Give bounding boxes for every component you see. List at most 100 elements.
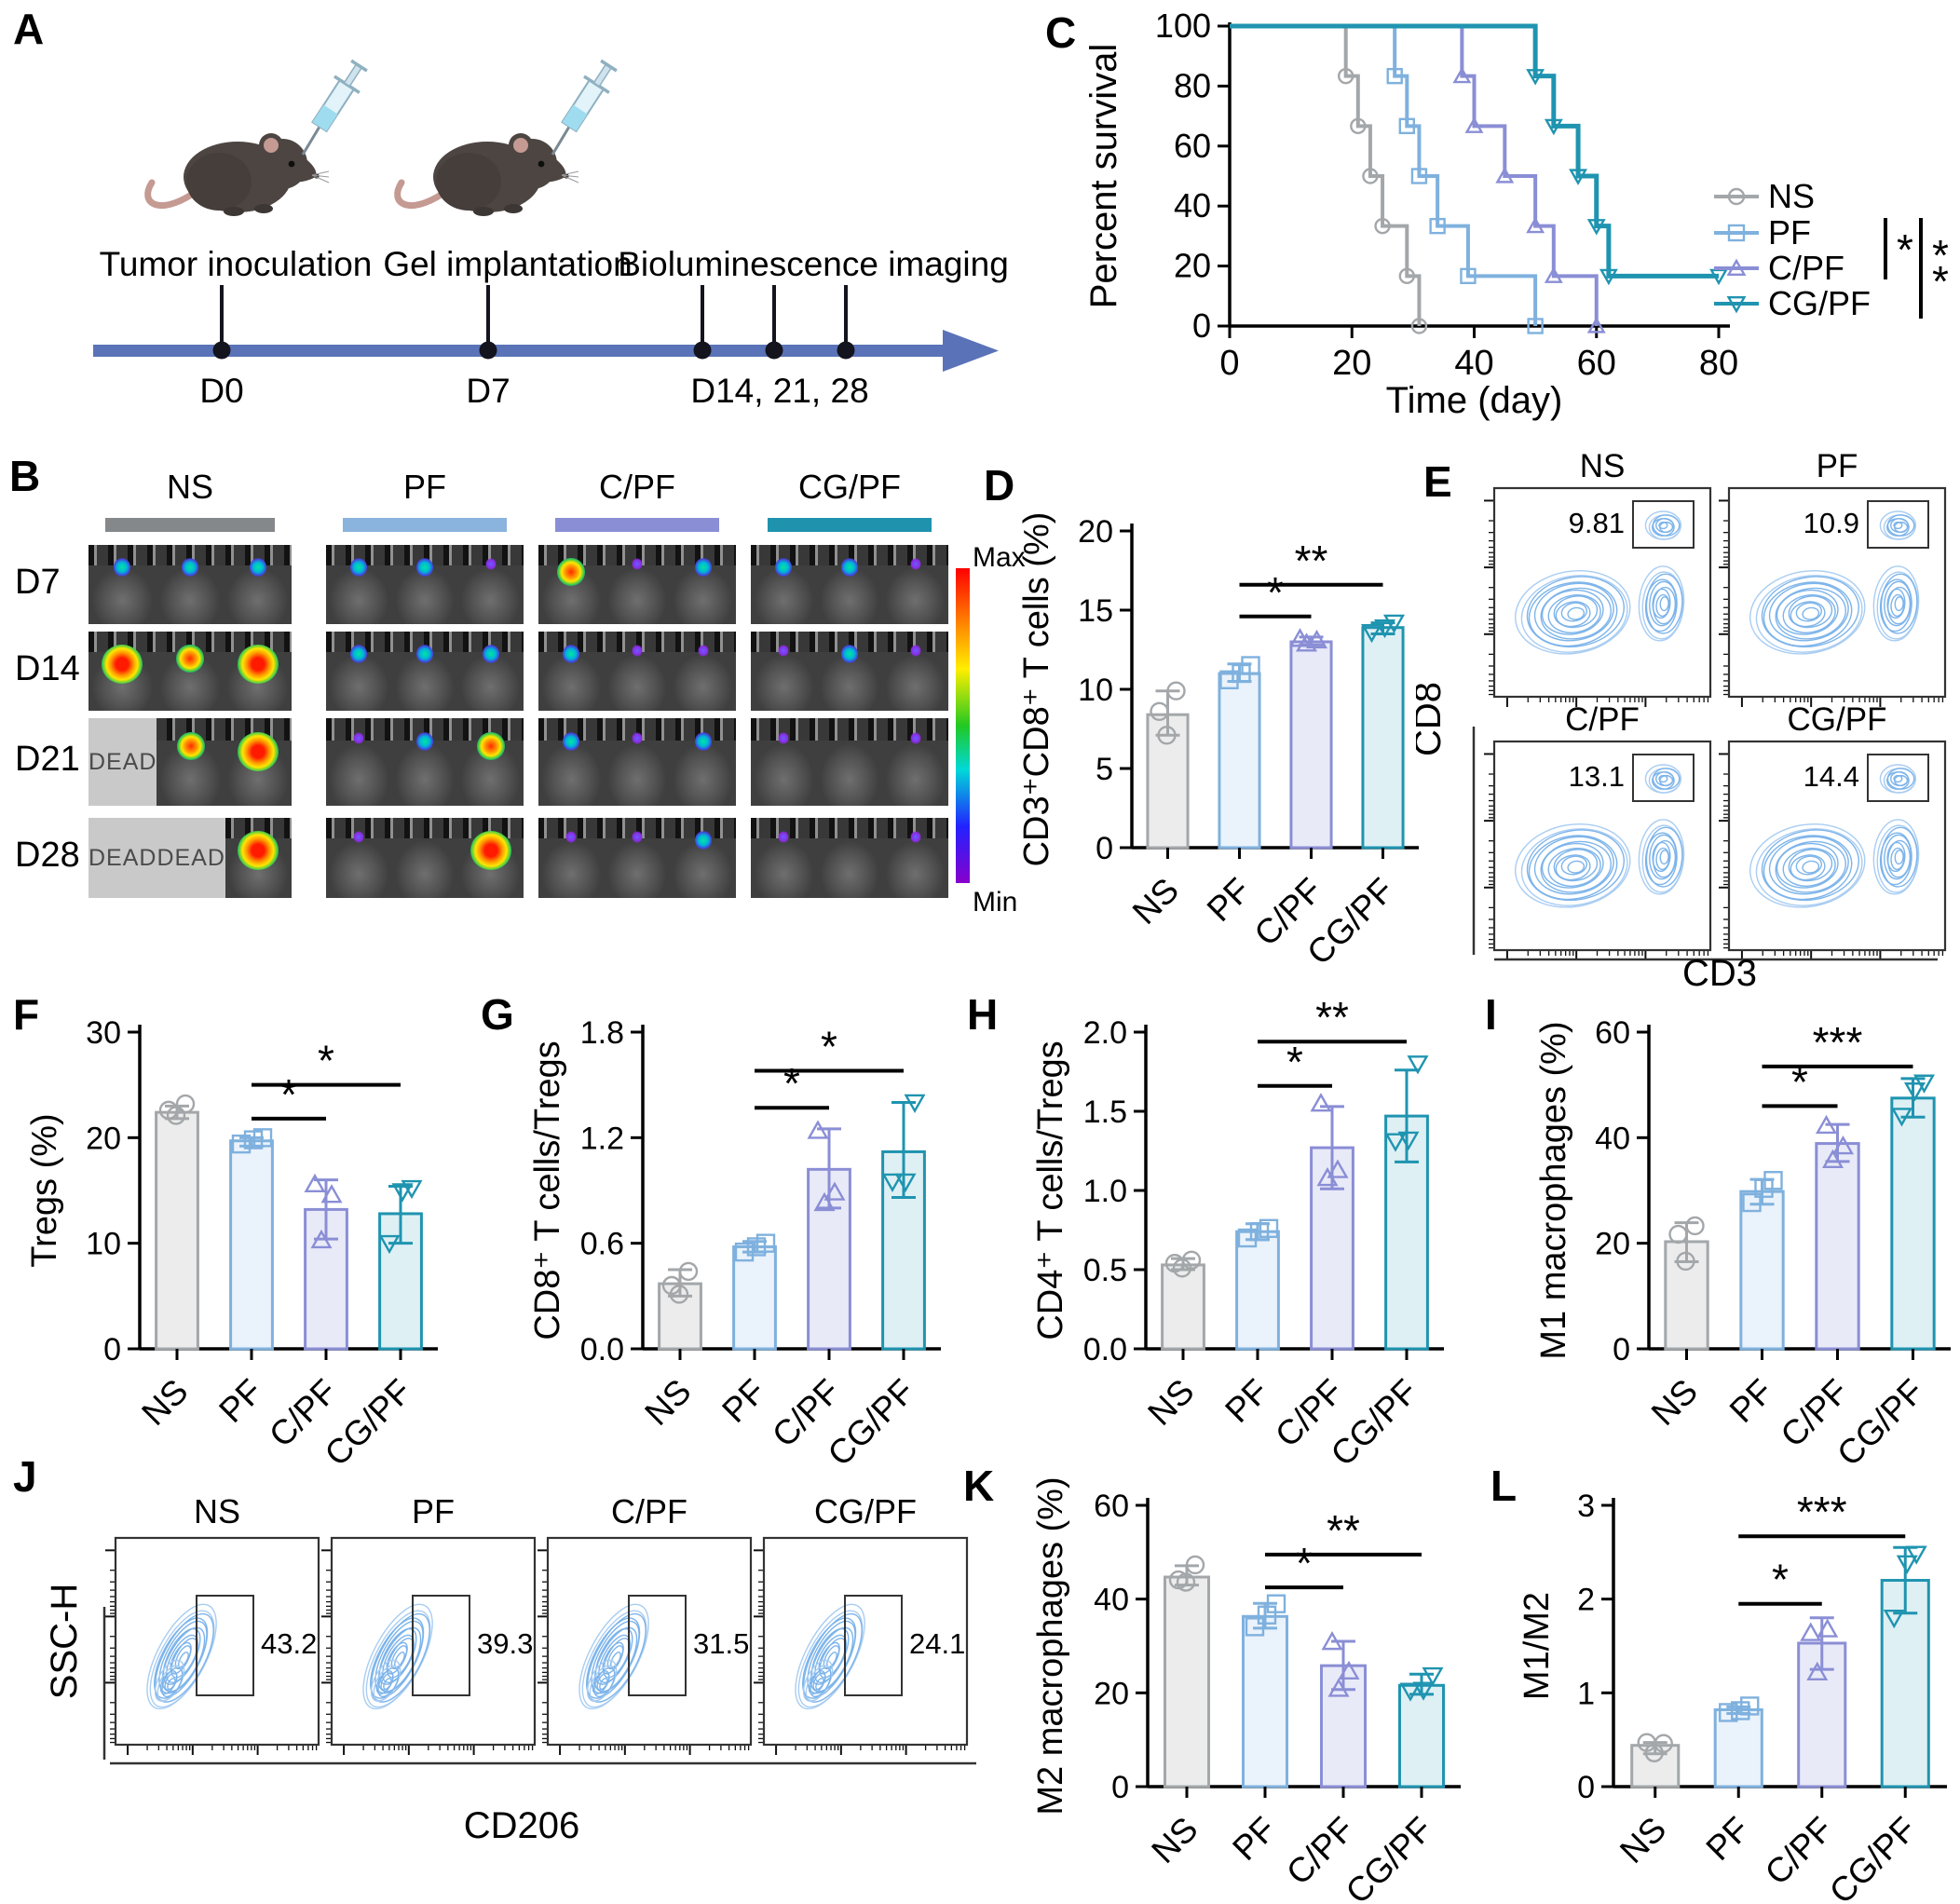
- y-axis-title: M1 macrophages (%): [1534, 1021, 1573, 1359]
- mouse-image-slot: [88, 632, 157, 711]
- data-point: [1181, 1250, 1202, 1270]
- x-tick-label: 40: [1454, 344, 1493, 383]
- mouse-image-slot: [604, 545, 671, 624]
- contour-ring: [170, 1638, 198, 1679]
- data-point: [894, 1173, 917, 1192]
- contour-ring: [819, 1638, 847, 1679]
- contour-ring: [1775, 587, 1846, 640]
- y-axis-title: Percent survival: [1083, 44, 1124, 309]
- legend-marker-PF: [1727, 224, 1746, 242]
- bar-C/PF: [1815, 1142, 1860, 1351]
- contour-ring: [1541, 589, 1604, 635]
- gate-box: [196, 1595, 254, 1696]
- contour-ring: [1761, 829, 1860, 902]
- bioluminescence-spot: [694, 830, 712, 850]
- contour-ring: [1894, 596, 1904, 612]
- y-tick-label: 0.5: [1083, 1253, 1127, 1288]
- gate-value: 24.1: [909, 1627, 965, 1660]
- mouse-image-slot: [816, 545, 883, 624]
- data-point: [1740, 1696, 1760, 1716]
- data-point: [881, 1173, 904, 1192]
- bioluminescence-cell-D7-C/PF: [538, 545, 736, 624]
- y-tick-label: 40: [1094, 1583, 1129, 1618]
- y-tick-label: 20: [86, 1121, 121, 1156]
- panel-l-label: L: [1490, 1462, 1518, 1510]
- flow-plot-box: [546, 1536, 753, 1747]
- x-category-label: CG/PF: [1822, 1810, 1924, 1904]
- bioluminescence-spot: [557, 557, 586, 586]
- panel-b-bioluminescence-images: Max Min NS PF C/PF CG/PF D7 D14 D21 DEAD D28 DEAD…: [0, 447, 1034, 983]
- km-marker: [1410, 168, 1428, 184]
- x-category-label: NS: [637, 1372, 698, 1433]
- y-tick-label: 1.5: [1083, 1095, 1127, 1130]
- panel-l-m1m2-bar-chart: 0 1 2 3 M1/M2 NS PF C/PF CG/PF * ***: [1509, 1472, 1960, 1904]
- data-point: [1817, 1618, 1839, 1638]
- flow-plot-box: [1727, 486, 1947, 699]
- x-category-label: NS: [1613, 1810, 1673, 1870]
- y-tick-label: 20: [1094, 1676, 1129, 1711]
- bioluminescence-cell-D28-CG/PF: [751, 818, 948, 898]
- panel-c-label: C: [1045, 8, 1077, 57]
- km-marker: [1386, 67, 1403, 85]
- survival-chart: 0 20 40 60 80 100 0 20 40 60 80 Time (day) Percent s…: [1083, 7, 1949, 421]
- mouse-whisker: [311, 174, 330, 184]
- contour-ring: [1528, 581, 1618, 647]
- bioluminescence-spot: [778, 732, 789, 745]
- bar-PF: [1241, 1614, 1289, 1788]
- significance-label: *: [783, 1059, 800, 1108]
- legend-label-CG/PF: CG/PF: [1768, 284, 1871, 322]
- contour-ring: [1788, 595, 1833, 629]
- data-point: [1685, 1216, 1705, 1236]
- timeline-dot: [479, 341, 497, 360]
- group-header-PF: PF: [402, 468, 446, 506]
- mouse-image-slot: [882, 545, 948, 624]
- mouse-foot: [224, 207, 244, 216]
- data-point: [1903, 1082, 1926, 1102]
- km-curve-NS: [1230, 24, 1422, 326]
- timeline-day-label: D14, 21, 28: [690, 372, 868, 410]
- timeline-dot: [765, 341, 783, 360]
- significance-label: *: [1897, 225, 1913, 274]
- contour-ring: [1790, 601, 1826, 628]
- panel-d-label: D: [984, 461, 1015, 510]
- contour-ring: [377, 1666, 400, 1698]
- timeline-day-label: D0: [199, 372, 243, 410]
- gate-value: 31.5: [693, 1627, 749, 1660]
- row-label-D28: D28: [15, 836, 80, 875]
- y-tick-label: 0: [1096, 831, 1113, 866]
- mouse-image-slot: [225, 818, 292, 898]
- contour-ring: [1795, 855, 1822, 876]
- mouse-image-slot: [224, 632, 292, 711]
- bioluminescence-spot: [176, 732, 205, 761]
- contour-ring: [1645, 573, 1683, 634]
- bioluminescence-spot: [778, 644, 789, 657]
- significance-label: **: [1295, 537, 1328, 585]
- contour-ring: [1802, 860, 1820, 874]
- contour-ring: [1567, 606, 1586, 620]
- contour-ring: [1886, 841, 1906, 873]
- gate-value: 14.4: [1803, 760, 1859, 793]
- bioluminescence-cell-D14-NS: [88, 632, 292, 711]
- contour-ring: [1880, 826, 1918, 888]
- data-point: [734, 1242, 755, 1262]
- bar-NS: [1163, 1575, 1211, 1788]
- mouse-image-slot: [882, 718, 948, 806]
- contour-ring: [1890, 593, 1905, 618]
- schematic: Tumor inoculation D0 Gel implantation D7 Bio…: [93, 59, 1009, 410]
- timeline-dot: [837, 341, 855, 360]
- contour-ring: [1768, 836, 1849, 895]
- mouse-illustration: [144, 59, 368, 216]
- y-axis-title: CD8: [1416, 682, 1449, 756]
- bar-CG/PF: [1397, 1683, 1446, 1788]
- panel-h-label: H: [967, 990, 999, 1039]
- y-tick-label: 40: [1595, 1121, 1630, 1156]
- data-point: [1166, 681, 1186, 700]
- contour-ring: [603, 1638, 631, 1679]
- mouse-ear-inner: [264, 138, 279, 153]
- timeline-dot: [693, 341, 712, 360]
- contour-ring: [1802, 606, 1820, 620]
- significance-label: *: [318, 1037, 334, 1085]
- y-tick-label: 30: [86, 1015, 121, 1051]
